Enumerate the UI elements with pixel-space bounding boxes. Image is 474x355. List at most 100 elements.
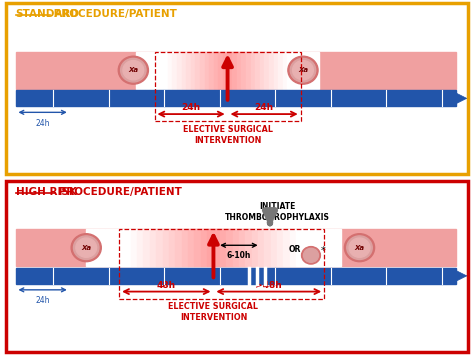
Bar [220,229,226,266]
Bar [200,51,205,89]
Bar [137,229,144,266]
Text: 24h: 24h [36,296,50,305]
Bar [241,51,246,89]
Text: 24h: 24h [36,119,50,128]
Bar [182,229,188,266]
Text: >48h: >48h [255,281,282,290]
Bar [214,51,219,89]
Bar [328,229,334,266]
Bar [213,229,220,266]
Text: *: * [320,246,325,256]
Bar [292,51,297,89]
Circle shape [76,238,97,257]
Bar [245,229,252,266]
Bar [264,229,271,266]
Text: PROCEDURE/PATIENT: PROCEDURE/PATIENT [55,187,182,197]
Bar [169,229,175,266]
Bar [309,229,315,266]
Bar [334,229,341,266]
Bar [131,229,137,266]
Circle shape [303,248,319,262]
Bar [140,51,145,89]
Bar [112,229,118,266]
Circle shape [301,247,320,264]
Bar [105,229,112,266]
Bar [16,51,456,89]
Bar [159,51,163,89]
Bar [86,229,92,266]
Bar [209,51,214,89]
Bar [16,229,456,266]
Text: HIGH RISK: HIGH RISK [16,187,76,197]
Circle shape [292,61,313,80]
Text: ELECTIVE SURGICAL
INTERVENTION: ELECTIVE SURGICAL INTERVENTION [168,302,258,322]
Bar [277,229,283,266]
Bar [145,51,149,89]
Bar [156,229,163,266]
Bar [321,229,328,266]
Text: 48h: 48h [157,281,176,290]
Bar [136,51,140,89]
Circle shape [349,238,370,257]
Circle shape [73,236,99,260]
Bar [260,51,264,89]
Circle shape [123,61,144,80]
Circle shape [347,236,372,260]
Bar [144,229,150,266]
Bar [296,229,302,266]
Bar [205,51,209,89]
Bar [226,229,233,266]
Bar [315,229,321,266]
Bar [246,51,251,89]
Text: STANDARD: STANDARD [16,9,80,19]
Bar [163,51,168,89]
Bar [237,51,241,89]
Text: OR: OR [289,245,301,254]
Bar [124,229,131,266]
Bar [290,229,296,266]
Bar [271,229,277,266]
Circle shape [288,56,318,84]
Text: Xa: Xa [298,67,308,73]
Bar [154,51,159,89]
Bar [118,229,124,266]
Bar [278,51,283,89]
Bar [301,51,306,89]
Bar [16,91,456,106]
Circle shape [118,56,148,84]
Bar [264,51,269,89]
Bar [186,51,191,89]
Bar [273,51,278,89]
Bar [201,229,207,266]
Bar [287,51,292,89]
Bar [207,229,213,266]
Text: INITIATE
THROMBOPROPHYLAXIS: INITIATE THROMBOPROPHYLAXIS [225,202,329,222]
Text: 6-10h: 6-10h [227,251,251,260]
Bar [228,51,232,89]
Text: Xa: Xa [355,245,365,251]
Bar [163,229,169,266]
Bar [283,51,287,89]
Bar [177,51,182,89]
Bar [239,229,245,266]
Bar [223,51,228,89]
Bar [195,51,200,89]
Bar [297,51,301,89]
Bar [149,51,154,89]
Bar [191,51,195,89]
Bar [232,51,237,89]
Bar [315,51,319,89]
Bar [150,229,156,266]
Bar [175,229,182,266]
Text: Xa: Xa [128,67,138,73]
Bar [16,268,456,284]
Bar [258,229,264,266]
Bar [306,51,310,89]
Circle shape [345,234,374,262]
Bar [283,229,290,266]
Bar [219,51,223,89]
Bar [188,229,194,266]
Bar [302,229,309,266]
Bar [99,229,105,266]
Circle shape [290,58,316,82]
